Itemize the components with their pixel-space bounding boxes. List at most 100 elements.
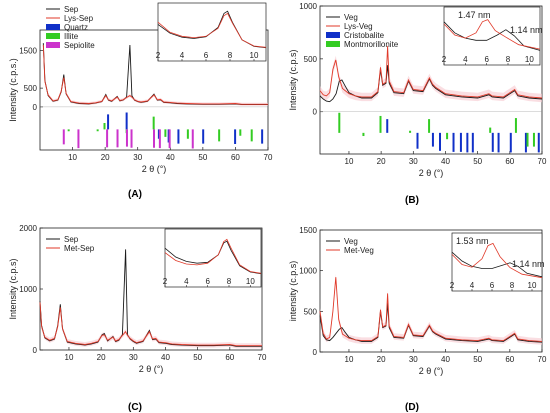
- inset-x-tick-label: 4: [470, 281, 475, 290]
- chart-panel-1: 10 20 30 40 50 60 70 0 500 1000 2 θ (°) Intensity (…: [288, 2, 547, 206]
- x-tick-label: 70: [538, 157, 547, 166]
- y-tick-label: 0: [313, 348, 318, 357]
- x-tick-label: 40: [161, 353, 170, 362]
- x-tick-label: 40: [441, 157, 450, 166]
- inset-x-tick-label: 4: [180, 51, 185, 60]
- legend-entry: Met-Veg: [344, 246, 374, 255]
- inset-x-tick-label: 2: [442, 55, 447, 64]
- series-line: [319, 277, 543, 342]
- x-tick-label: 40: [166, 153, 175, 162]
- panel-label: (C): [128, 402, 142, 413]
- inset-frame: [451, 232, 543, 292]
- series-line: [319, 303, 543, 343]
- y-tick-label: 0: [33, 103, 38, 112]
- y-tick-label: 1000: [299, 267, 317, 276]
- inset-x-tick-label: 6: [204, 51, 209, 60]
- inset-x-tick-label: 2: [156, 51, 161, 60]
- inset-panel: 2 4 6 8 10 1.47 nm 1.14 nm: [442, 6, 543, 66]
- inset-annotation: 1.53 nm: [456, 236, 489, 246]
- x-tick-label: 30: [133, 153, 142, 162]
- x-tick-label: 50: [473, 355, 482, 364]
- x-axis-title: 2 θ (°): [139, 364, 164, 374]
- x-tick-label: 30: [409, 355, 418, 364]
- legend-entry: Montmorillonite: [344, 40, 399, 49]
- inset-panel: 2 4 6 8 10: [163, 228, 262, 288]
- legend-entry: Sep: [64, 235, 79, 244]
- inset-x-tick-label: 6: [205, 277, 210, 286]
- x-tick-label: 10: [345, 157, 354, 166]
- legend-entry: Lys-Sep: [64, 14, 94, 23]
- x-axis-title: 2 θ (°): [419, 366, 444, 376]
- inset-series-line: [443, 21, 541, 51]
- legend-entry: Sep: [64, 5, 79, 14]
- inset-x-tick-label: 6: [484, 55, 489, 64]
- inset-frame: [164, 228, 262, 288]
- inset-series-line: [157, 12, 267, 48]
- y-tick-label: 500: [304, 55, 318, 64]
- inset-x-tick-label: 10: [250, 51, 259, 60]
- inset-series-line: [443, 19, 541, 50]
- y-axis-title: Intensity (c.p.s): [8, 258, 18, 319]
- inset-series-line: [164, 238, 262, 274]
- x-tick-label: 10: [345, 355, 354, 364]
- x-tick-label: 10: [68, 153, 77, 162]
- x-tick-label: 20: [97, 353, 106, 362]
- plot-frame: [319, 5, 543, 155]
- inset-series-line: [451, 251, 543, 278]
- x-tick-label: 50: [198, 153, 207, 162]
- inset-x-tick-label: 8: [510, 281, 515, 290]
- inset-x-tick-label: 10: [525, 55, 534, 64]
- x-tick-label: 10: [65, 353, 74, 362]
- x-tick-label: 60: [231, 153, 240, 162]
- inset-x-tick-label: 10: [528, 281, 537, 290]
- x-tick-label: 30: [129, 353, 138, 362]
- x-tick-label: 60: [505, 157, 514, 166]
- series-line: [319, 46, 543, 99]
- inset-annotation: 1.14 nm: [510, 25, 543, 35]
- y-tick-label: 0: [33, 346, 38, 355]
- x-tick-label: 30: [409, 157, 418, 166]
- y-axis-title: Intensity (c.p.s): [288, 49, 298, 110]
- x-tick-label: 70: [538, 355, 547, 364]
- chart-panel-3: 10 20 30 40 50 60 70 0 500 1000 1500 2 θ (°) intensi…: [288, 226, 547, 413]
- inset-series-line: [451, 242, 543, 279]
- x-tick-label: 70: [264, 153, 273, 162]
- x-axis-title: 2 θ (°): [142, 164, 167, 174]
- x-tick-label: 40: [441, 355, 450, 364]
- legend-entry: Quartz: [64, 23, 88, 32]
- panel-label: (A): [128, 189, 142, 200]
- plot-frame: [39, 29, 269, 151]
- series-line: [319, 65, 543, 103]
- inset-panel: 2 4 6 8 10 1.53 nm 1.14 nm: [450, 232, 545, 292]
- inset-panel: 2 4 6 8 10: [156, 2, 267, 62]
- legend-entry: Sepiolite: [64, 41, 95, 50]
- panel-label: (D): [405, 402, 419, 413]
- inset-annotation: 1.14 nm: [512, 259, 545, 269]
- legend-swatch: [46, 33, 60, 39]
- inset-x-tick-label: 8: [506, 55, 511, 64]
- series-line: [42, 44, 268, 105]
- x-axis-title: 2 θ (°): [419, 168, 444, 178]
- legend-entry: Veg: [344, 13, 358, 22]
- red-band: [40, 300, 262, 349]
- y-axis-title: intensity (c.p.s): [288, 261, 298, 322]
- x-tick-label: 60: [505, 355, 514, 364]
- inset-x-tick-label: 4: [463, 55, 468, 64]
- y-tick-label: 2000: [19, 224, 37, 233]
- y-tick-label: 500: [304, 307, 318, 316]
- chart-panel-2: 10 20 30 40 50 60 70 0 1000 2000 2 θ (°) Intensity …: [8, 224, 267, 413]
- inset-x-tick-label: 4: [184, 277, 189, 286]
- legend-entry: Cristobalite: [344, 31, 385, 40]
- y-tick-label: 500: [24, 84, 38, 93]
- legend-swatch: [46, 42, 60, 48]
- inset-x-tick-label: 8: [227, 277, 232, 286]
- x-tick-label: 60: [225, 353, 234, 362]
- red-band: [320, 273, 542, 345]
- panel-label: (B): [405, 195, 419, 206]
- inset-annotation: 1.47 nm: [458, 10, 491, 20]
- series-line: [39, 302, 262, 347]
- x-tick-label: 50: [473, 157, 482, 166]
- x-tick-label: 20: [101, 153, 110, 162]
- legend-entry: Veg: [344, 237, 358, 246]
